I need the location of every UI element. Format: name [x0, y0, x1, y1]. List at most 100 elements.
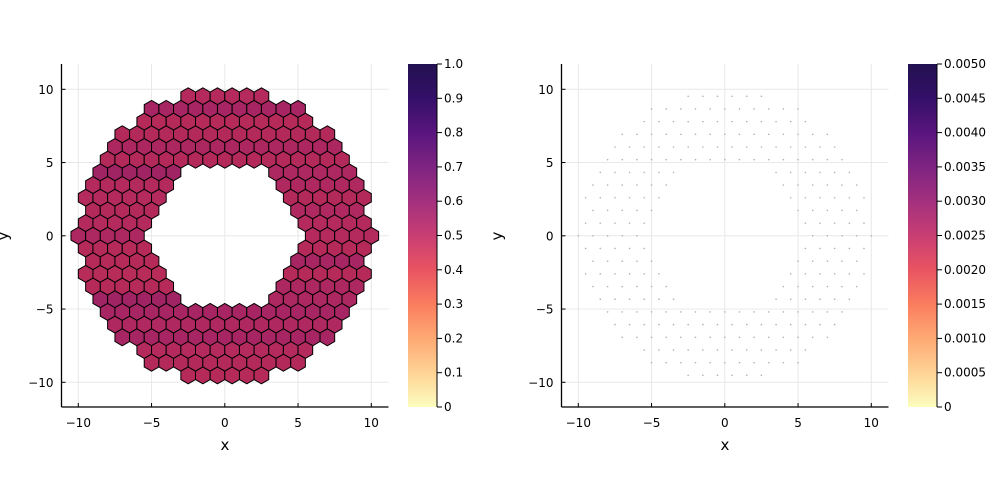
- tile-center-dot: [592, 235, 594, 237]
- y-tick-label: −5: [536, 303, 554, 317]
- tile-center-dot: [753, 158, 755, 161]
- tile-center-dot: [841, 235, 843, 237]
- tile-center-dot: [841, 260, 843, 262]
- tile-center-dot: [804, 222, 807, 224]
- colorbar-tick-label: 0.3: [444, 297, 463, 311]
- tile-center-dot: [826, 158, 829, 161]
- tile-center-dot: [694, 133, 697, 136]
- tile-center-dot: [636, 184, 638, 186]
- tile-center-dot: [592, 184, 594, 186]
- tile-center-dot: [680, 361, 682, 364]
- tile-center-dot: [833, 273, 836, 275]
- tile-center-dot: [709, 108, 711, 110]
- tile-center-dot: [855, 285, 858, 288]
- tile-center-dot: [804, 196, 807, 199]
- tile-center-dot: [621, 158, 624, 161]
- tile-center-dot: [694, 336, 697, 339]
- tile-center-dot: [658, 146, 660, 148]
- tile-center-dot: [614, 247, 616, 250]
- tile-center-dot: [833, 323, 836, 326]
- y-tick-label: 10: [538, 83, 553, 97]
- tile-center-dot: [716, 120, 719, 123]
- tile-center-dot: [767, 361, 770, 364]
- left-y-axis-label: y: [0, 231, 12, 240]
- tile-center-dot: [665, 285, 667, 288]
- tile-center-dot: [863, 196, 865, 199]
- tile-center-dot: [753, 361, 755, 364]
- tile-center-dot: [738, 336, 741, 339]
- x-tick-label: −10: [566, 416, 591, 430]
- tile-center-dot: [680, 158, 682, 161]
- tile-center-dot: [702, 95, 704, 98]
- tile-center-dot: [841, 158, 843, 161]
- tile-center-dot: [731, 146, 733, 148]
- tile-center-dot: [687, 323, 689, 326]
- tile-center-dot: [628, 196, 631, 199]
- tile-center-dot: [650, 336, 653, 339]
- tile-center-dot: [606, 311, 609, 313]
- tile-center-dot: [833, 298, 836, 301]
- tile-center-dot: [628, 222, 631, 224]
- tile-center-dot: [672, 298, 675, 301]
- tile-center-dot: [782, 311, 785, 313]
- tile-center-dot: [672, 349, 675, 351]
- tile-center-dot: [833, 171, 836, 174]
- colorbar-tick-label: 0.4: [444, 263, 463, 277]
- tile-center-dot: [716, 323, 719, 326]
- tile-center-dot: [614, 298, 616, 301]
- hexagon-tile: [143, 353, 160, 372]
- colorbar-tick-label: 0: [944, 400, 952, 414]
- tile-center-dot: [680, 108, 682, 110]
- left-colorbar-ticks: 0 0.1 0.2 0.3 0.4 0.5 0.6 0.7 0.8 0.9 1.0: [437, 57, 463, 414]
- tile-center-dot: [767, 336, 770, 339]
- tile-center-dot: [826, 260, 829, 262]
- right-colorbar: 0 0.0005 0.0010 0.0015 0.0020 0.0025 0.0030 0.0…: [908, 57, 986, 414]
- tile-center-dot: [665, 361, 667, 364]
- tile-center-dot: [789, 323, 792, 326]
- x-tick-label: 10: [864, 416, 879, 430]
- right-colorbar-gradient: [908, 64, 937, 407]
- y-tick-label: 0: [46, 229, 54, 243]
- x-tick-label: 5: [794, 416, 802, 430]
- hexagon-tile: [195, 366, 211, 385]
- hexagon-tile: [238, 366, 255, 385]
- tile-center-dot: [804, 349, 807, 351]
- tile-center-dot: [811, 235, 814, 237]
- y-tick-label: 5: [46, 156, 54, 170]
- tile-center-dot: [789, 196, 792, 199]
- tile-center-dot: [716, 95, 719, 98]
- y-tick-label: 10: [38, 83, 53, 97]
- tile-center-dot: [643, 222, 646, 224]
- tile-center-dot: [797, 260, 799, 262]
- tile-center-dot: [789, 298, 792, 301]
- tile-center-dot: [819, 222, 821, 224]
- tile-center-dot: [797, 158, 799, 161]
- x-tick-label: 0: [221, 416, 229, 430]
- tile-center-dot: [709, 158, 711, 161]
- tile-center-dot: [833, 196, 836, 199]
- hexagon-tile: [246, 150, 262, 169]
- tile-center-dot: [797, 133, 799, 136]
- tile-center-dot: [650, 158, 653, 161]
- colorbar-tick-label: 0.0050: [944, 57, 986, 71]
- hexagon-tile: [202, 150, 218, 169]
- tile-center-dot: [833, 222, 836, 224]
- tile-center-dot: [782, 285, 785, 288]
- tile-center-dot: [658, 323, 660, 326]
- tile-center-dot: [614, 196, 616, 199]
- tile-center-dot: [650, 108, 653, 110]
- tile-center-dot: [643, 196, 646, 199]
- hexagon-tile: [216, 150, 233, 169]
- hexagon-tile: [275, 353, 292, 372]
- y-tick-label: −10: [528, 376, 553, 390]
- tile-center-dot: [789, 273, 792, 275]
- tile-center-dot: [672, 171, 675, 174]
- tile-center-dot: [797, 209, 799, 212]
- tile-center-dot: [811, 336, 814, 339]
- y-tick-label: −10: [28, 376, 53, 390]
- tile-center-dot: [680, 311, 682, 313]
- tile-center-dot: [614, 171, 616, 174]
- tile-center-dot: [687, 146, 689, 148]
- tile-center-dot: [628, 273, 631, 275]
- tile-center-dot: [672, 323, 675, 326]
